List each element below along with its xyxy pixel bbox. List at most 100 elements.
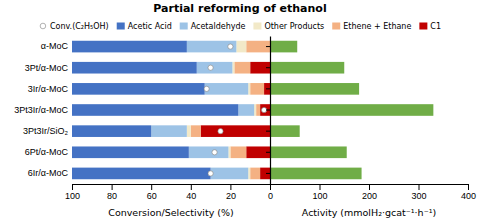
tick-mark: [191, 184, 192, 190]
tick: 100: [65, 184, 80, 201]
bar: [270, 62, 344, 74]
conversion-dot: [204, 86, 209, 91]
legend-item: C1: [419, 22, 441, 31]
bar-segment: [260, 168, 270, 180]
tick: 40: [186, 184, 196, 201]
bar-segment: [205, 83, 249, 95]
tick: 3Pt/α-MoC: [25, 63, 69, 73]
plot-right: [270, 41, 433, 179]
bar-segment: [189, 146, 229, 158]
legend-item: Ethene + Ethane: [332, 22, 411, 31]
legend-swatch: [117, 23, 125, 30]
tick: 300: [411, 184, 426, 201]
bar-segment: [246, 41, 270, 53]
bar-segment: [201, 125, 270, 137]
conversion-dot: [218, 129, 223, 134]
conversion-dot: [212, 150, 217, 155]
bar-segment: [72, 83, 205, 95]
bar-segment: [264, 83, 270, 95]
legend-swatch: [419, 23, 427, 30]
y-axis: [266, 37, 271, 185]
legend-label: Ethene + Ethane: [343, 22, 411, 31]
bar: [270, 125, 300, 137]
tick: α-MoC: [41, 41, 69, 51]
bar-segment: [72, 125, 151, 137]
tick-label: 60: [147, 191, 157, 201]
conversion-dot: [261, 107, 266, 112]
title: Partial reforming of ethanol: [153, 2, 326, 15]
bar-segment: [250, 168, 260, 180]
legend-label: Conv.(C₂H₅OH): [50, 22, 109, 31]
tick-mark: [266, 88, 270, 89]
x-axis: 0 100 200 300 400: [268, 184, 476, 201]
plot-left: [72, 41, 270, 179]
tick: [266, 173, 270, 174]
bar-segment: [151, 125, 187, 137]
bar-segment: [250, 83, 264, 95]
tick: [266, 131, 270, 132]
tick-label: 400: [461, 191, 476, 201]
tick-mark: [230, 184, 231, 190]
divider-line: [270, 37, 271, 185]
tick-label: 100: [65, 191, 80, 201]
tick-label: 100: [312, 191, 327, 201]
bar-segment: [191, 125, 201, 137]
legend-label: Other Products: [264, 22, 324, 31]
tick-mark: [468, 184, 469, 190]
tick: 200: [362, 184, 377, 201]
legend-label: C1: [430, 22, 441, 31]
bar: [270, 41, 297, 53]
tick: 6Pt/α-MoC: [25, 147, 69, 157]
tick-mark: [72, 184, 73, 190]
conversion-dot: [208, 171, 213, 176]
tick-mark: [419, 184, 420, 190]
legend-swatch: [332, 23, 340, 30]
tick: 3Ir/α-MoC: [28, 84, 69, 94]
tick-mark: [266, 152, 270, 153]
tick: 60: [147, 184, 157, 201]
conversion-dot: [228, 44, 233, 49]
tick-label: 3Pt/α-MoC: [25, 63, 69, 73]
bar-segment: [228, 146, 230, 158]
bar-segment: [236, 41, 246, 53]
bar-segment: [260, 104, 270, 116]
tick-mark: [270, 184, 271, 190]
tick: 0: [268, 184, 273, 201]
tick-mark: [320, 184, 321, 190]
tick-label: 3Pt3Ir/SiO₂: [23, 126, 69, 136]
bar-segment: [72, 146, 189, 158]
bar-segment: [72, 62, 197, 74]
tick-label: 20: [226, 191, 236, 201]
bar-segment: [234, 62, 250, 74]
tick-mark: [266, 67, 270, 68]
legend-item: Other Products: [253, 22, 324, 31]
bar: [270, 168, 362, 180]
bar-segment: [238, 104, 254, 116]
tick-mark: [266, 110, 270, 111]
bar-segment: [250, 62, 270, 74]
tick-mark: [151, 184, 152, 190]
tick-label: 6Pt/α-MoC: [25, 147, 69, 157]
x-axis-title: Activity (mmolH₂·gcat⁻¹·h⁻¹): [302, 207, 436, 218]
chart: 1008060402001002003004006Ir/α-MoC6Pt/α-M…: [0, 0, 480, 221]
bar-segment: [254, 104, 256, 116]
series: [204, 44, 267, 176]
legend-label: Acetaldehyde: [191, 22, 246, 31]
tick-label: 3Pt3Ir/α-MoC: [14, 105, 68, 115]
bar-segment: [72, 104, 238, 116]
series: [201, 62, 270, 179]
bar-segment: [72, 168, 211, 180]
tick: 100: [312, 184, 327, 201]
tick-mark: [266, 131, 270, 132]
tick: 3Pt3Ir/SiO₂: [23, 126, 69, 136]
tick-label: 3Ir/α-MoC: [28, 84, 69, 94]
tick-label: 6Ir/α-MoC: [28, 168, 69, 178]
legend-swatch: [180, 23, 188, 30]
bar-segment: [187, 41, 237, 53]
tick: [266, 67, 270, 68]
bar-segment: [211, 168, 249, 180]
legend-swatch: [40, 23, 46, 29]
bar-segment: [248, 168, 250, 180]
tick-label: 300: [411, 191, 426, 201]
bar-segment: [246, 146, 270, 158]
